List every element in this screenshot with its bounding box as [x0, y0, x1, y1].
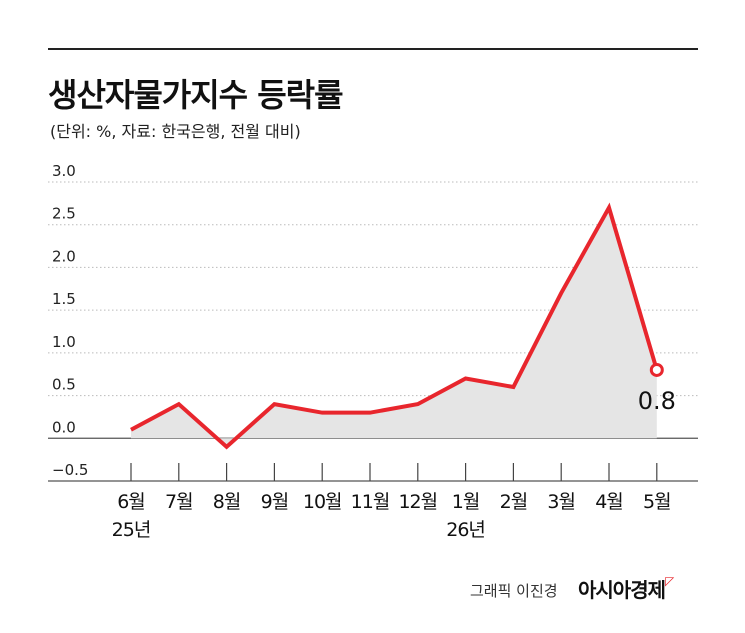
x-tick-label: 6월 — [117, 491, 145, 513]
x-tick-label: 3월 — [547, 491, 575, 513]
x-tick-label: 8월 — [213, 491, 241, 513]
series-line — [130, 202, 659, 450]
y-tick-label: 1.0 — [52, 333, 76, 351]
graphic-credit: 그래픽 이진경 — [470, 582, 558, 600]
x-tick-label: 5월 — [643, 491, 671, 513]
y-tick-labels: −0.5 0.0 0.5 1.0 1.5 2.0 2.5 3.0 — [52, 162, 88, 479]
x-tick-labels: 6월 7월 8월 9월 10월 11월 12월 1월 2월 3월 4월 5월 25년 26년 — [112, 491, 672, 541]
year-label: 26년 — [446, 519, 485, 541]
x-tick-label: 9월 — [261, 491, 289, 513]
x-tick-label: 4월 — [595, 491, 623, 513]
highlight-point — [649, 362, 664, 377]
y-tick-label: 0.0 — [52, 418, 76, 436]
chart-title: 생산자물가지수 등락률 — [48, 76, 344, 114]
chart-subtitle: (단위: %, 자료: 한국은행, 전월 대비) — [50, 122, 301, 141]
y-tick-label: −0.5 — [52, 461, 88, 479]
x-tick-marks — [130, 463, 658, 481]
x-tick-label: 10월 — [303, 491, 342, 513]
y-tick-label: 2.0 — [52, 247, 76, 265]
brand-mark-icon: ◸ — [665, 574, 674, 588]
y-tick-label: 1.5 — [52, 290, 76, 308]
data-points: 0.8 — [638, 362, 676, 415]
year-label: 25년 — [112, 519, 151, 541]
x-tick-label: 11월 — [351, 491, 390, 513]
x-tick-label: 7월 — [165, 491, 193, 513]
y-tick-label: 0.5 — [52, 376, 76, 394]
x-tick-label: 1월 — [452, 491, 480, 513]
x-tick-label: 2월 — [500, 491, 528, 513]
area-fill — [131, 207, 657, 447]
brand-logo: 아시아경제◸ — [578, 574, 674, 603]
brand-name: 아시아경제 — [578, 578, 666, 602]
y-tick-label: 2.5 — [52, 205, 76, 223]
y-tick-label: 3.0 — [52, 162, 76, 180]
highlight-label: 0.8 — [638, 387, 676, 415]
x-tick-label: 12월 — [398, 491, 437, 513]
top-rule — [48, 48, 698, 50]
